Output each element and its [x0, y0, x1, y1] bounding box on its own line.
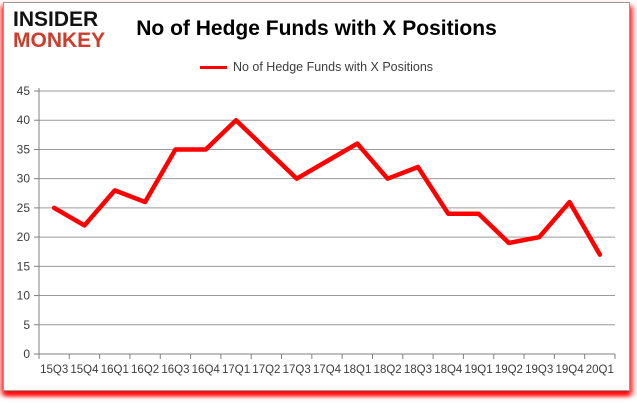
x-axis-tick-label: 17Q4 [313, 364, 342, 376]
x-axis-tick-label: 19Q4 [555, 364, 584, 376]
line-chart: 0 5 10 15 20 25 30 35 40 45 15Q3 15Q4 16Q1 16Q2 16Q3 16… [17, 86, 616, 376]
y-axis-tick-label: 10 [17, 289, 31, 303]
legend-label: No of Hedge Funds with X Positions [232, 60, 434, 74]
x-axis-tick-label: 19Q2 [495, 364, 523, 376]
x-axis-tick-label: 17Q1 [222, 364, 250, 376]
page-title: No of Hedge Funds with X Positions [136, 17, 497, 40]
y-axis-tick-label: 15 [17, 259, 31, 273]
x-axis-tick-label: 18Q1 [343, 364, 371, 376]
x-axis-tick-label: 16Q1 [101, 364, 129, 376]
x-axis-tick-label: 18Q2 [374, 364, 402, 376]
legend-line-swatch [199, 65, 227, 69]
y-axis-tick-label: 40 [17, 113, 31, 127]
x-axis-tick-label: 19Q1 [465, 364, 493, 376]
series-line [51, 117, 603, 257]
y-axis-tick-label: 35 [17, 142, 31, 156]
x-axis-tick-label: 15Q4 [70, 364, 99, 376]
x-axis-tick-label: 18Q4 [434, 364, 463, 376]
y-axis-tick-label: 25 [17, 201, 31, 215]
y-axis-tick-label: 5 [23, 318, 30, 332]
logo-text-insider: INSIDER [13, 8, 99, 31]
x-axis-tick-label: 20Q1 [586, 364, 614, 376]
y-axis-tick-label: 30 [17, 172, 31, 186]
y-axis-tick-label: 45 [17, 86, 31, 98]
x-axis-tick-label: 17Q3 [283, 364, 311, 376]
x-axis-tick-label: 16Q2 [131, 364, 159, 376]
y-axis-tick-label: 0 [23, 347, 30, 361]
x-axis-tick-label: 17Q2 [252, 364, 280, 376]
x-axis-tick-label: 19Q3 [525, 364, 553, 376]
logo-text-monkey: MONKEY [13, 28, 106, 52]
x-axis-tick-label: 16Q4 [192, 364, 221, 376]
x-axis-tick-label: 18Q3 [404, 364, 432, 376]
chart-card: INSIDER MONKEY No of Hedge Funds with X … [3, 2, 630, 391]
chart-legend: No of Hedge Funds with X Positions [4, 60, 629, 74]
x-axis-tick-label: 15Q3 [40, 364, 68, 376]
x-axis-tick-label: 16Q3 [161, 364, 189, 376]
insider-monkey-logo: INSIDER MONKEY [13, 8, 106, 52]
y-axis-tick-label: 20 [17, 230, 31, 244]
